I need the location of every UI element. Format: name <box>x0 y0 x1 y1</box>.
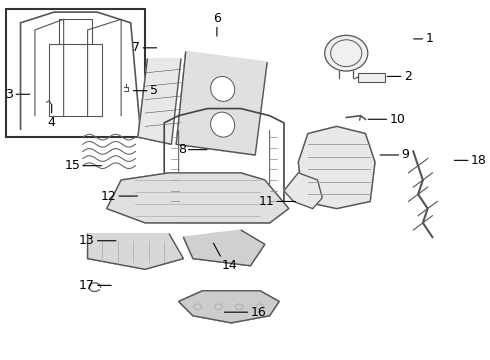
Text: 7: 7 <box>132 41 140 54</box>
Text: 4: 4 <box>48 116 56 129</box>
Text: 15: 15 <box>65 159 80 172</box>
Polygon shape <box>298 126 375 208</box>
Polygon shape <box>138 59 181 144</box>
Text: 13: 13 <box>79 234 95 247</box>
Bar <box>6 9 145 137</box>
Ellipse shape <box>211 76 235 102</box>
Bar <box>358 73 385 82</box>
Text: 14: 14 <box>221 258 238 271</box>
Text: 6: 6 <box>213 12 221 24</box>
Text: 5: 5 <box>150 84 158 97</box>
Text: 3: 3 <box>5 88 13 101</box>
Text: 12: 12 <box>100 190 116 203</box>
Ellipse shape <box>211 112 235 137</box>
Polygon shape <box>183 230 265 266</box>
Polygon shape <box>284 173 322 208</box>
Text: 1: 1 <box>425 32 433 45</box>
Polygon shape <box>107 173 289 223</box>
Polygon shape <box>178 291 279 323</box>
Polygon shape <box>88 234 183 269</box>
Text: 18: 18 <box>471 154 487 167</box>
Ellipse shape <box>325 35 368 71</box>
Text: 16: 16 <box>250 306 266 319</box>
Text: 9: 9 <box>401 148 409 162</box>
Text: 17: 17 <box>79 279 95 292</box>
Text: 10: 10 <box>390 113 405 126</box>
Text: 2: 2 <box>404 70 412 83</box>
Text: 8: 8 <box>178 143 186 156</box>
Polygon shape <box>176 51 267 155</box>
Text: 11: 11 <box>259 195 274 208</box>
